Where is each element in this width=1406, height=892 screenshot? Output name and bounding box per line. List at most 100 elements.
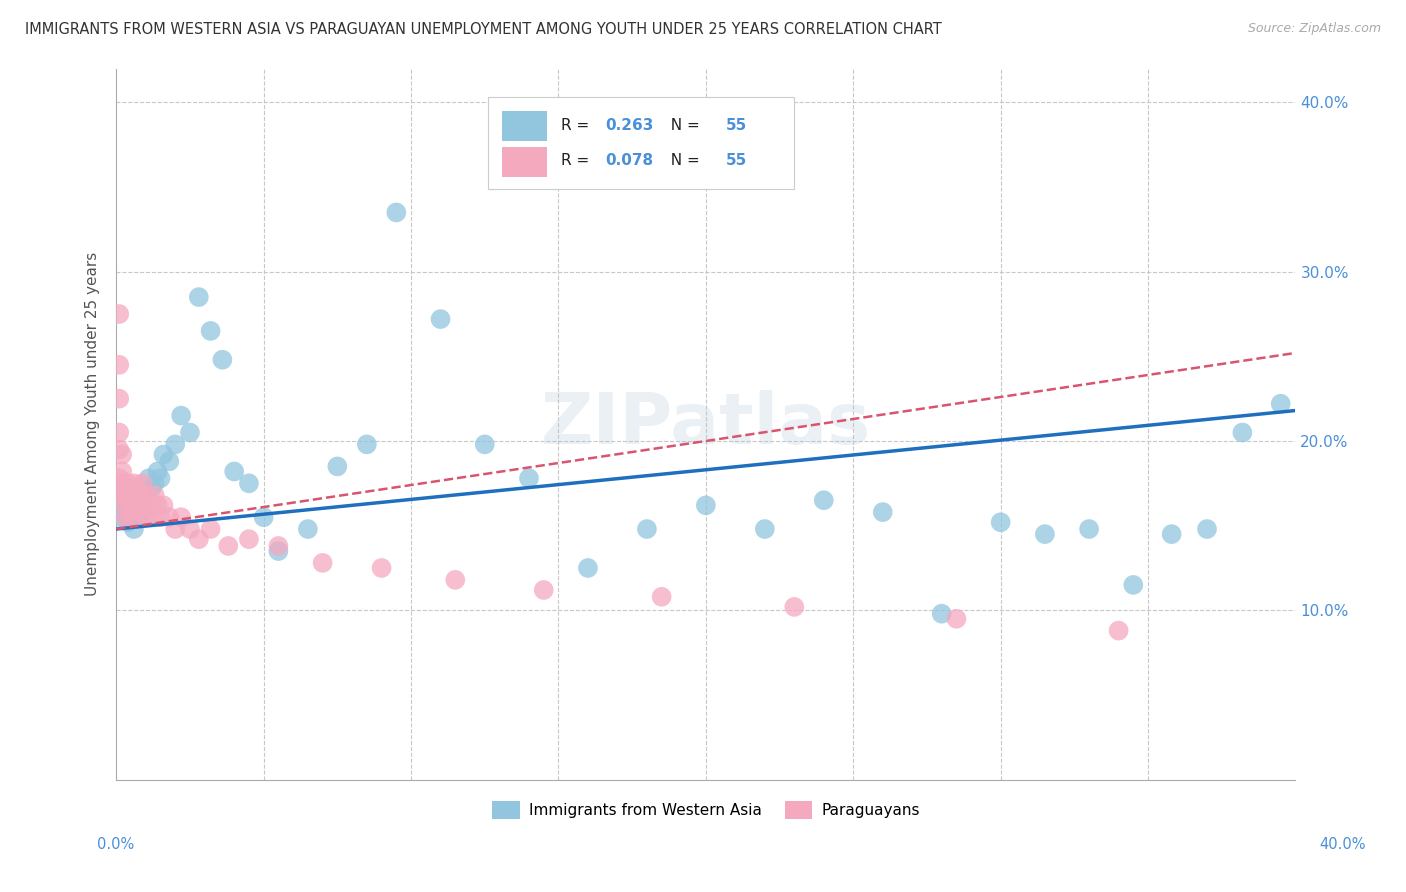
Y-axis label: Unemployment Among Youth under 25 years: Unemployment Among Youth under 25 years	[86, 252, 100, 596]
Point	[636, 522, 658, 536]
Bar	[502, 112, 547, 141]
Point	[120, 499, 142, 513]
Point	[122, 476, 145, 491]
Text: 0.0%: 0.0%	[97, 838, 134, 852]
Point	[1232, 425, 1254, 440]
Point	[187, 290, 209, 304]
Text: N =: N =	[661, 153, 704, 169]
Point	[200, 522, 222, 536]
Point	[132, 499, 155, 513]
Point	[429, 312, 451, 326]
Point	[132, 499, 155, 513]
Point	[872, 505, 894, 519]
Point	[1108, 624, 1130, 638]
Point	[370, 561, 392, 575]
Point	[200, 324, 222, 338]
Text: R =: R =	[561, 153, 593, 169]
Point	[111, 465, 134, 479]
FancyBboxPatch shape	[488, 97, 794, 189]
Text: R =: R =	[561, 118, 593, 133]
Point	[474, 437, 496, 451]
Point	[783, 599, 806, 614]
Point	[267, 544, 290, 558]
Point	[576, 561, 599, 575]
Point	[165, 437, 187, 451]
Point	[122, 522, 145, 536]
Point	[132, 476, 155, 491]
Point	[238, 476, 260, 491]
Point	[108, 510, 131, 524]
Text: 55: 55	[725, 118, 747, 133]
Point	[117, 505, 139, 519]
Point	[135, 488, 157, 502]
Point	[253, 510, 276, 524]
Point	[211, 352, 233, 367]
Point	[141, 499, 163, 513]
Point	[120, 510, 142, 524]
Point	[170, 409, 193, 423]
Point	[128, 488, 150, 502]
Point	[143, 476, 166, 491]
Point	[128, 505, 150, 519]
Point	[695, 499, 717, 513]
Point	[517, 471, 540, 485]
Text: IMMIGRANTS FROM WESTERN ASIA VS PARAGUAYAN UNEMPLOYMENT AMONG YOUTH UNDER 25 YEA: IMMIGRANTS FROM WESTERN ASIA VS PARAGUAY…	[25, 22, 942, 37]
Point	[117, 505, 139, 519]
Point	[117, 493, 139, 508]
Point	[1160, 527, 1182, 541]
Text: ZIPatlas: ZIPatlas	[541, 390, 870, 458]
Point	[141, 510, 163, 524]
Point	[122, 493, 145, 508]
Point	[217, 539, 239, 553]
Text: Source: ZipAtlas.com: Source: ZipAtlas.com	[1247, 22, 1381, 36]
Point	[149, 471, 172, 485]
Point	[128, 510, 150, 524]
Point	[122, 493, 145, 508]
Point	[111, 505, 134, 519]
Point	[108, 307, 131, 321]
Point	[138, 471, 160, 485]
Point	[297, 522, 319, 536]
Point	[152, 448, 174, 462]
Bar	[502, 147, 547, 177]
Point	[111, 488, 134, 502]
Point	[108, 358, 131, 372]
Point	[108, 392, 131, 406]
Point	[945, 612, 967, 626]
Point	[385, 205, 408, 219]
Point	[179, 425, 201, 440]
Point	[108, 499, 131, 513]
Point	[114, 488, 136, 502]
Point	[149, 510, 172, 524]
Point	[141, 482, 163, 496]
Point	[1078, 522, 1101, 536]
Point	[444, 573, 467, 587]
Point	[170, 510, 193, 524]
Point	[1033, 527, 1056, 541]
Point	[117, 476, 139, 491]
Point	[125, 505, 148, 519]
Point	[120, 499, 142, 513]
Point	[114, 482, 136, 496]
Point	[138, 493, 160, 508]
Point	[111, 476, 134, 491]
Point	[122, 505, 145, 519]
Point	[135, 510, 157, 524]
Point	[1195, 522, 1218, 536]
Point	[117, 515, 139, 529]
Point	[990, 515, 1012, 529]
Point	[931, 607, 953, 621]
Legend: Immigrants from Western Asia, Paraguayans: Immigrants from Western Asia, Paraguayan…	[486, 795, 925, 825]
Point	[326, 459, 349, 474]
Point	[146, 499, 169, 513]
Point	[111, 493, 134, 508]
Point	[311, 556, 333, 570]
Point	[125, 482, 148, 496]
Point	[651, 590, 673, 604]
Point	[143, 488, 166, 502]
Point	[125, 499, 148, 513]
Point	[267, 539, 290, 553]
Point	[179, 522, 201, 536]
Text: 0.078: 0.078	[606, 153, 654, 169]
Point	[114, 510, 136, 524]
